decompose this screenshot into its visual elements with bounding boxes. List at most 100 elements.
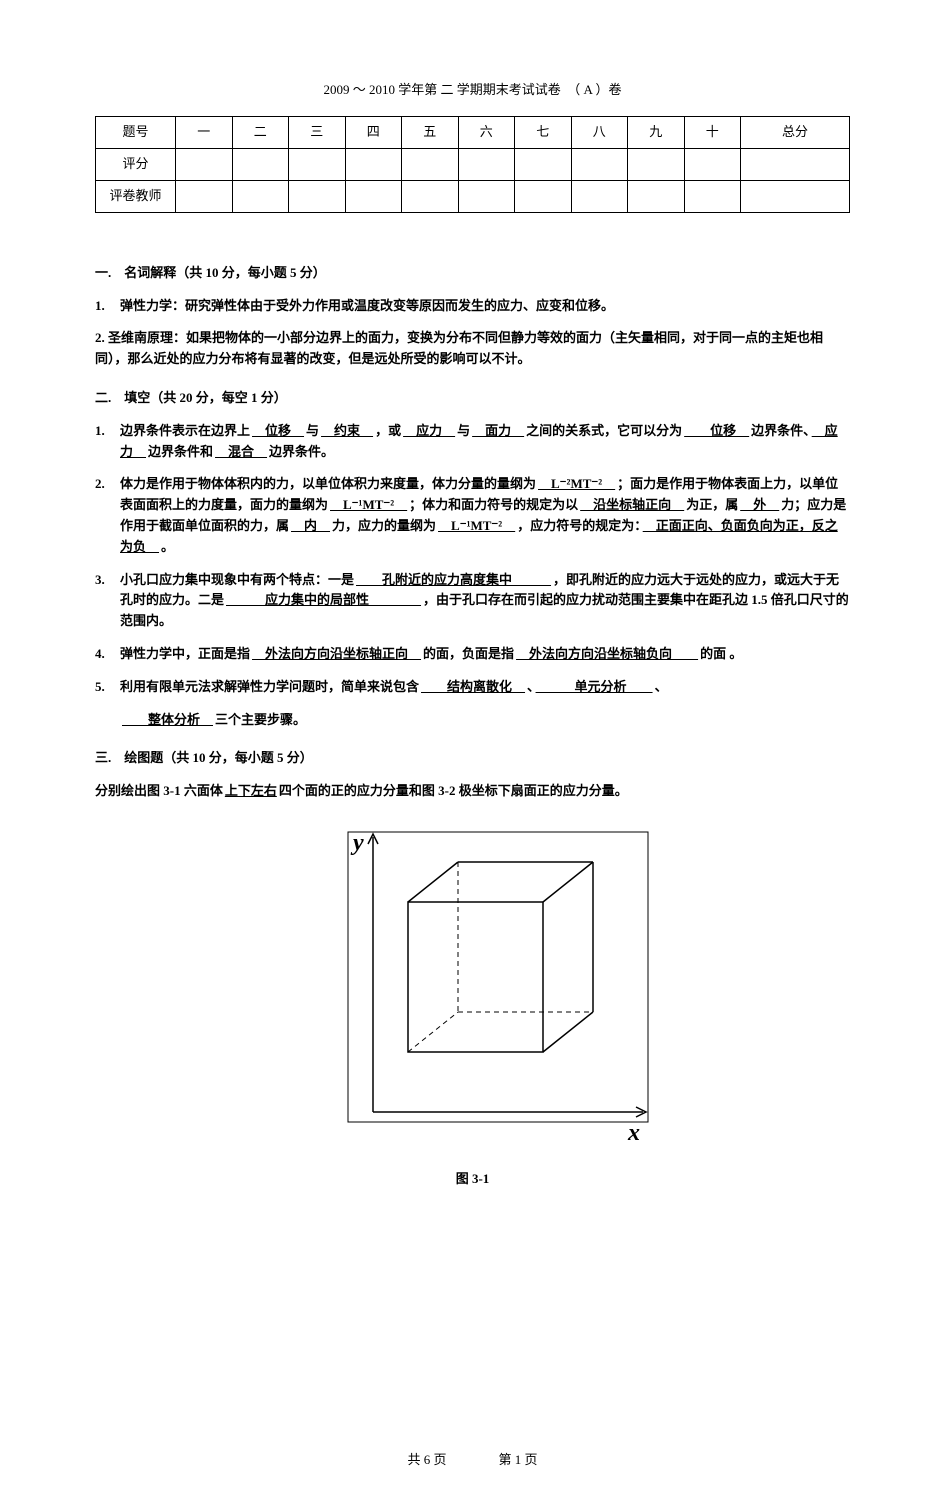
score-cell	[684, 180, 741, 212]
s2-item2: 2. 体力是作用于物体体积内的力，以单位体积力来度量，体力分量的量纲为 L⁻²M…	[95, 474, 850, 557]
score-cell	[571, 148, 628, 180]
blank: L⁻²MT⁻²	[536, 476, 617, 491]
score-cell	[176, 180, 233, 212]
score-cell	[628, 148, 685, 180]
col-header: 总分	[741, 116, 850, 148]
text-part: 与	[457, 423, 470, 438]
text-part: 分别绘出图 3-1 六面体	[95, 783, 223, 798]
text-part: 、	[655, 679, 668, 694]
score-cell	[345, 180, 402, 212]
score-cell	[458, 180, 515, 212]
s2-item5: 5. 利用有限单元法求解弹性力学问题时，简单来说包含 结构离散化 、 单元分析 …	[95, 677, 850, 698]
score-table: 题号 一 二 三 四 五 六 七 八 九 十 总分 评分 评卷教师	[95, 116, 850, 213]
col-header: 三	[289, 116, 346, 148]
score-cell	[515, 148, 572, 180]
item-text: 小孔口应力集中现象中有两个特点：一是 孔附近的应力高度集中 ，即孔附近的应力远大…	[120, 570, 850, 632]
text-part: 边界条件、	[751, 423, 810, 438]
row-label: 评分	[96, 148, 176, 180]
score-cell	[289, 148, 346, 180]
underlined-text: 上下左右	[223, 783, 279, 798]
s1-item2: 2. 圣维南原理：如果把物体的一小部分边界上的面力，变换为分布不同但静力等效的面…	[95, 328, 850, 370]
item-number: 5.	[95, 677, 120, 698]
section3-heading: 三. 绘图题（共 10 分，每小题 5 分）	[95, 748, 850, 769]
score-cell	[515, 180, 572, 212]
score-cell	[402, 148, 459, 180]
blank: 位移	[250, 423, 306, 438]
text-part: 边界条件表示在边界上	[120, 423, 250, 438]
text-part: 之间的关系式，它可以分为	[526, 423, 682, 438]
blank: 内	[289, 518, 332, 533]
item-text: 利用有限单元法求解弹性力学问题时，简单来说包含 结构离散化 、 单元分析 、	[120, 677, 850, 698]
item-number: 1.	[95, 296, 120, 317]
text-part: ，应力符号的规定为：	[517, 518, 641, 533]
blank: L⁻¹MT⁻²	[436, 518, 517, 533]
footer-page-current: 1	[515, 1452, 522, 1467]
score-cell	[232, 180, 289, 212]
text-part: 为正，属	[686, 497, 738, 512]
page-title: 2009 ～ 2010 学年第 二 学期期末考试试卷 （ A ）卷	[95, 80, 850, 101]
cube-diagram: yx	[293, 822, 653, 1152]
score-cell	[345, 148, 402, 180]
s1-item1: 1. 弹性力学：研究弹性体由于受外力作用或温度改变等原因而发生的应力、应变和位移…	[95, 296, 850, 317]
footer-text: 页 第	[433, 1452, 511, 1467]
item-text: 边界条件表示在边界上 位移 与 约束 ，或 应力 与 面力 之间的关系式，它可以…	[120, 421, 850, 463]
text-part: 边界条件和	[148, 444, 213, 459]
score-cell	[232, 148, 289, 180]
blank: 孔附近的应力高度集中	[354, 572, 553, 587]
text-part: 与	[306, 423, 319, 438]
score-cell	[458, 148, 515, 180]
text-part: 弹性力学中，正面是指	[120, 646, 250, 661]
item-number: 2.	[95, 330, 105, 345]
footer-page-total: 6	[424, 1452, 431, 1467]
row-label: 评卷教师	[96, 180, 176, 212]
section2-heading: 二. 填空（共 20 分，每空 1 分）	[95, 388, 850, 409]
s2-item3: 3. 小孔口应力集中现象中有两个特点：一是 孔附近的应力高度集中 ，即孔附近的应…	[95, 570, 850, 632]
blank: L⁻¹MT⁻²	[328, 497, 409, 512]
blank: 混合	[213, 444, 269, 459]
section1-heading: 一. 名词解释（共 10 分，每小题 5 分）	[95, 263, 850, 284]
blank: 外法向方向沿坐标轴负向	[514, 646, 700, 661]
text-part: 小孔口应力集中现象中有两个特点：一是	[120, 572, 354, 587]
blank: 外	[738, 497, 781, 512]
item-text: 弹性力学：研究弹性体由于受外力作用或温度改变等原因而发生的应力、应变和位移。	[120, 296, 850, 317]
col-header: 四	[345, 116, 402, 148]
col-header: 五	[402, 116, 459, 148]
score-cell	[176, 148, 233, 180]
text-part: 四个面的正的应力分量和图 3-2 极坐标下扇面正的应力分量。	[279, 783, 628, 798]
table-row: 评分	[96, 148, 850, 180]
blank: 单元分析	[534, 679, 655, 694]
text-part: ，或	[375, 423, 401, 438]
text-part: 、	[527, 679, 534, 694]
section3-intro: 分别绘出图 3-1 六面体上下左右四个面的正的应力分量和图 3-2 极坐标下扇面…	[95, 781, 850, 802]
text-part: 的面，负面是指	[423, 646, 514, 661]
blank: 位移	[682, 423, 751, 438]
text-part: 的面 。	[700, 646, 742, 661]
text-part: 体力是作用于物体体积内的力，以单位体积力来度量，体力分量的量纲为	[120, 476, 536, 491]
item-text: 弹性力学中，正面是指 外法向方向沿坐标轴正向 的面，负面是指 外法向方向沿坐标轴…	[120, 644, 850, 665]
col-header: 九	[628, 116, 685, 148]
figure-label: 图 3-1	[95, 1169, 850, 1190]
blank: 应力集中的局部性	[224, 592, 423, 607]
blank: 沿坐标轴正向	[578, 497, 686, 512]
s2-item4: 4. 弹性力学中，正面是指 外法向方向沿坐标轴正向 的面，负面是指 外法向方向沿…	[95, 644, 850, 665]
col-label: 题号	[96, 116, 176, 148]
blank: 整体分析	[120, 712, 215, 727]
score-cell	[402, 180, 459, 212]
col-header: 八	[571, 116, 628, 148]
blank: 约束	[319, 423, 375, 438]
score-cell	[289, 180, 346, 212]
score-cell	[741, 148, 850, 180]
text-part: 利用有限单元法求解弹性力学问题时，简单来说包含	[120, 679, 419, 694]
blank: 应力	[401, 423, 457, 438]
item-number: 2.	[95, 474, 120, 557]
col-header: 一	[176, 116, 233, 148]
item-number: 1.	[95, 421, 120, 463]
table-row: 评卷教师	[96, 180, 850, 212]
figure-3-1: yx	[95, 822, 850, 1159]
col-header: 二	[232, 116, 289, 148]
blank: 结构离散化	[419, 679, 527, 694]
blank: 面力	[470, 423, 526, 438]
text-part: 。	[161, 539, 174, 554]
item-text: 体力是作用于物体体积内的力，以单位体积力来度量，体力分量的量纲为 L⁻²MT⁻²…	[120, 474, 850, 557]
col-header: 七	[515, 116, 572, 148]
